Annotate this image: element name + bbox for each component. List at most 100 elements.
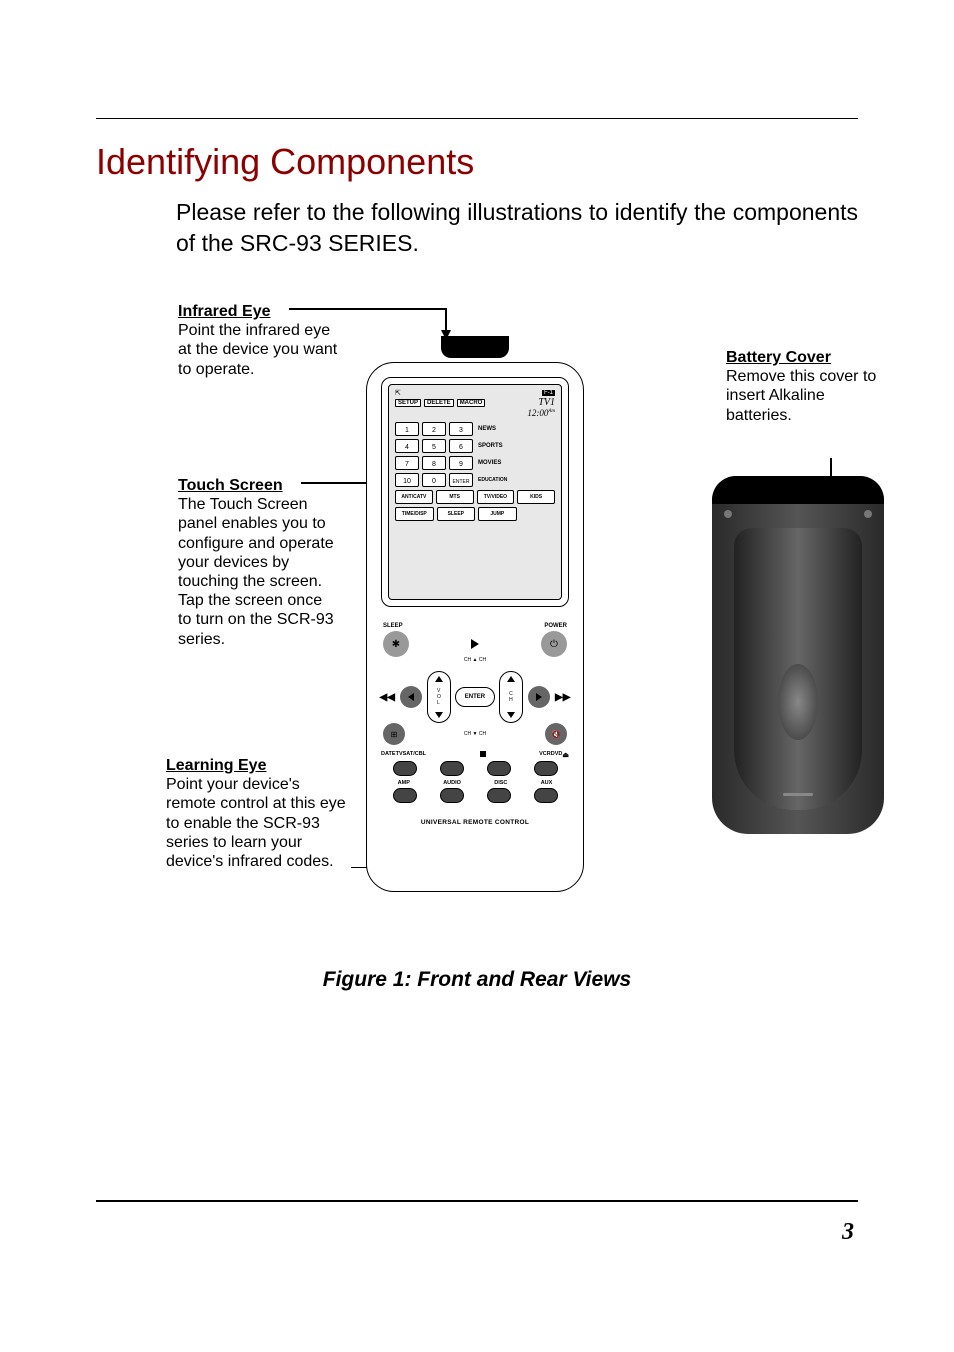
lcd-num-btn: 7 xyxy=(395,456,419,470)
callout-learning-eye: Learning Eye Point your device's remote … xyxy=(166,756,352,871)
callout-title: Learning Eye xyxy=(166,756,352,775)
callout-touch-screen: Touch Screen The Touch Screen panel enab… xyxy=(178,476,338,649)
dev-label: VCR xyxy=(539,751,551,759)
dev-label: AMP xyxy=(398,780,410,786)
lcd-device-label: TV1 xyxy=(538,397,555,408)
ch-up-label: CH ▲ CH xyxy=(377,657,573,663)
enter-button: ENTER xyxy=(455,687,495,707)
device-button xyxy=(393,788,417,803)
infrared-eye-icon xyxy=(441,336,509,358)
ffwd-icon: ▶▶ xyxy=(555,692,570,703)
dev-label: AUDIO xyxy=(443,780,461,786)
device-button xyxy=(440,761,464,776)
vol-rocker: VOL xyxy=(427,671,451,723)
device-button xyxy=(393,761,417,776)
lcd-num-btn: 10 xyxy=(395,473,419,487)
lcd-num-btn: 4 xyxy=(395,439,419,453)
lcd-num-btn: ENTER xyxy=(449,473,473,487)
remote-footer-label: UNIVERSAL REMOTE CONTROL xyxy=(377,819,573,826)
rear-top xyxy=(712,476,884,504)
dev-label: DISC xyxy=(494,780,507,786)
lcd-num-btn: 3 xyxy=(449,422,473,436)
power-button-icon: ⏻ xyxy=(541,631,567,657)
callout-body: The Touch Screen panel enables you to co… xyxy=(178,495,338,649)
power-label: POWER xyxy=(544,623,567,629)
signal-icon: ⇱ xyxy=(395,389,401,397)
lcd-btn: DELETE xyxy=(424,399,454,407)
lcd-side-label: EDUCATION xyxy=(476,477,555,483)
device-button xyxy=(440,788,464,803)
device-button xyxy=(534,761,558,776)
page-number: 3 xyxy=(842,1219,854,1246)
intro-paragraph: Please refer to the following illustrati… xyxy=(176,197,858,259)
lcd-num-btn: 9 xyxy=(449,456,473,470)
lcd-row: 1 2 3 NEWS xyxy=(395,422,555,436)
lcd-num-btn: 2 xyxy=(422,422,446,436)
remote-rear-view xyxy=(712,476,884,834)
top-rule xyxy=(96,118,858,119)
lcd-row: 7 8 9 MOVIES xyxy=(395,456,555,470)
bottom-rule xyxy=(96,1200,858,1202)
leader-line xyxy=(289,308,447,310)
lcd-fn-btn: ANT/CATV xyxy=(395,490,433,504)
callout-title: Infrared Eye xyxy=(178,302,338,321)
lcd-num-btn: 5 xyxy=(422,439,446,453)
sleep-label: SLEEP xyxy=(383,623,403,629)
mute-circle-button: 🔇 xyxy=(545,723,567,745)
battery-cover-grip xyxy=(778,664,818,740)
lcd-num-btn: 0 xyxy=(422,473,446,487)
lcd-num-btn: 1 xyxy=(395,422,419,436)
callout-battery-cover: Battery Cover Remove this cover to inser… xyxy=(726,348,884,425)
dev-label: AUX xyxy=(541,780,553,786)
lcd-btn: SETUP xyxy=(395,399,421,407)
date-label: DATE xyxy=(381,751,396,759)
lcd-side-label: MOVIES xyxy=(476,460,555,466)
remote-body: ⇱ F-1 SETUP DELETE MACRO TV1 12:00A xyxy=(366,362,584,892)
screw-icon xyxy=(724,510,732,518)
device-button xyxy=(487,788,511,803)
play-icon xyxy=(471,639,479,649)
remote-front-view: ⇱ F-1 SETUP DELETE MACRO TV1 12:00A xyxy=(366,336,584,896)
menu-circle-button: ⊞ xyxy=(383,723,405,745)
lcd-fn-row: ANT/CATV MTS TV/VIDEO KIDS xyxy=(395,490,555,504)
lcd-fn-btn: TV/VIDEO xyxy=(477,490,515,504)
lcd-fn-btn: TIME/DISP xyxy=(395,507,434,521)
lcd-number-grid: 1 2 3 NEWS 4 5 6 SPORTS xyxy=(395,422,555,521)
callout-body: Remove this cover to insert Alkaline bat… xyxy=(726,367,884,425)
lcd-fn-btn: SLEEP xyxy=(437,507,476,521)
device-row xyxy=(377,761,573,776)
lcd-num-btn: 8 xyxy=(422,456,446,470)
device-row xyxy=(377,788,573,803)
device-button xyxy=(534,788,558,803)
figure-caption: Figure 1: Front and Rear Views xyxy=(96,968,858,992)
right-circle-button xyxy=(528,686,550,708)
left-circle-button xyxy=(400,686,422,708)
ch-rocker: CH xyxy=(499,671,523,723)
lcd-screen: ⇱ F-1 SETUP DELETE MACRO TV1 12:00A xyxy=(388,384,562,600)
lcd-fn-row: TIME/DISP SLEEP JUMP xyxy=(395,507,517,521)
rewind-icon: ◀◀ xyxy=(380,692,395,703)
lcd-row: 4 5 6 SPORTS xyxy=(395,439,555,453)
lcd-btn: MACRO xyxy=(457,399,486,407)
lcd-bezel: ⇱ F-1 SETUP DELETE MACRO TV1 12:00A xyxy=(381,377,569,607)
lcd-side-label: SPORTS xyxy=(476,443,555,449)
callout-body: Point the infrared eye at the device you… xyxy=(178,321,338,379)
sleep-button-icon: ✱ xyxy=(383,631,409,657)
lcd-fn-btn: JUMP xyxy=(478,507,517,521)
callout-infrared-eye: Infrared Eye Point the infrared eye at t… xyxy=(178,302,338,379)
lcd-mode-buttons: SETUP DELETE MACRO xyxy=(395,399,485,407)
stop-icon xyxy=(480,751,486,757)
battery-cover xyxy=(734,528,862,810)
eject-icon: ⏏ xyxy=(562,751,569,759)
figure-diagram: Infrared Eye Point the infrared eye at t… xyxy=(96,298,858,938)
hard-buttons: SLEEP POWER ✱ ⏻ CH ▲ CH ◀◀ VOL xyxy=(377,623,573,858)
leader-line xyxy=(445,308,447,332)
battery-cover-slit xyxy=(783,793,813,796)
lcd-row: 10 0 ENTER EDUCATION xyxy=(395,473,555,487)
callout-title: Touch Screen xyxy=(178,476,338,495)
device-button xyxy=(487,761,511,776)
callout-body: Point your device's remote control at th… xyxy=(166,775,352,871)
page-heading: Identifying Components xyxy=(96,141,858,183)
lcd-fn-btn: MTS xyxy=(436,490,474,504)
dev-label: DVD xyxy=(551,751,563,759)
